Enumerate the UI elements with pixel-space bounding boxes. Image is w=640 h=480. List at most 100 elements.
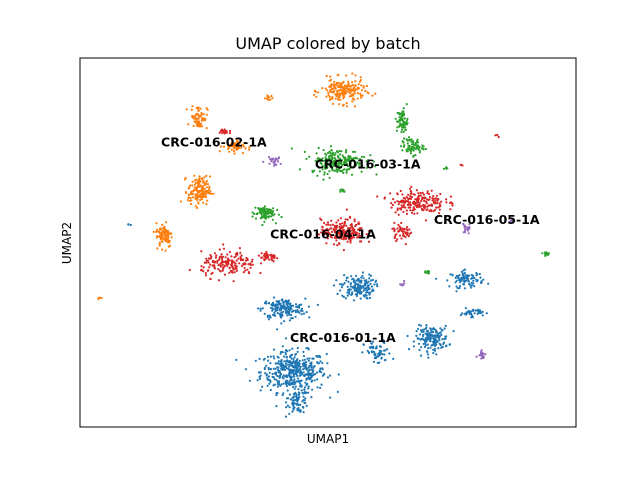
data-point [199,198,202,201]
data-point [309,377,312,380]
data-point [474,309,477,312]
data-point [227,257,230,260]
data-point [308,316,311,319]
data-point [168,231,171,234]
data-point [352,280,355,283]
data-point [277,370,280,373]
data-point [228,150,231,153]
data-point [338,233,341,236]
data-point [360,84,363,87]
data-point [404,243,407,246]
data-point [443,327,446,330]
data-point [276,257,279,260]
data-point [272,207,275,210]
data-point [365,160,368,163]
data-point [286,363,290,366]
data-point [359,92,362,95]
data-point [385,348,389,351]
data-point [440,328,443,331]
data-point [279,312,282,315]
data-point [272,254,275,257]
data-point [276,380,279,383]
data-point [341,230,344,233]
data-point [430,344,433,347]
data-point [302,350,305,353]
data-point [402,203,406,207]
data-point [424,342,427,345]
data-point [345,102,348,105]
data-point [405,228,408,231]
data-point [473,312,476,315]
data-point [421,196,424,199]
data-point [416,138,419,141]
data-point [272,296,276,299]
data-point [342,171,345,174]
data-point [383,341,386,345]
data-point [339,98,342,101]
data-point [346,285,349,288]
data-point [280,383,283,386]
data-point [296,350,299,353]
data-point [224,261,227,264]
data-point [100,296,103,300]
data-point [475,274,478,277]
data-point [487,282,490,285]
data-point [321,165,324,168]
data-point [322,373,325,377]
data-point [426,192,429,195]
data-point [325,95,328,98]
data-point [343,220,346,224]
data-point [412,209,415,212]
data-point [476,309,480,312]
data-point [360,161,363,164]
data-point [277,301,280,304]
data-point [284,349,288,352]
data-point [334,152,337,155]
data-point [205,107,208,110]
data-point [323,164,326,167]
data-point [330,90,333,93]
data-point [415,206,419,209]
data-point [355,163,358,167]
data-point [357,235,360,238]
data-point [325,74,328,78]
data-point [427,272,431,275]
data-point [285,379,288,382]
data-point [168,244,172,247]
data-point [409,197,413,200]
data-point [351,81,354,84]
data-point [199,114,203,117]
data-point [328,176,331,179]
data-point [158,244,161,247]
series-points-0 [127,223,490,418]
data-point [353,105,357,108]
data-point [193,179,197,182]
data-point [400,118,403,121]
data-point [409,209,412,212]
data-point [406,226,409,229]
data-point [368,292,371,295]
data-point [260,213,263,216]
data-point [230,148,233,151]
data-point [400,113,403,117]
data-point [280,358,283,362]
data-point [240,146,243,149]
data-point [293,399,296,402]
data-point [420,346,423,349]
data-point [220,261,223,264]
data-point [418,323,421,326]
data-point [544,254,547,257]
data-point [463,272,466,275]
data-point [207,269,210,272]
data-point [208,257,211,260]
data-point [362,289,365,292]
data-point [129,223,132,227]
data-point [335,221,338,224]
data-point [322,178,325,181]
data-point [410,195,414,199]
data-point [475,355,478,358]
data-point [265,211,268,214]
data-point [310,366,313,369]
data-point [187,194,191,197]
data-point [268,209,271,212]
